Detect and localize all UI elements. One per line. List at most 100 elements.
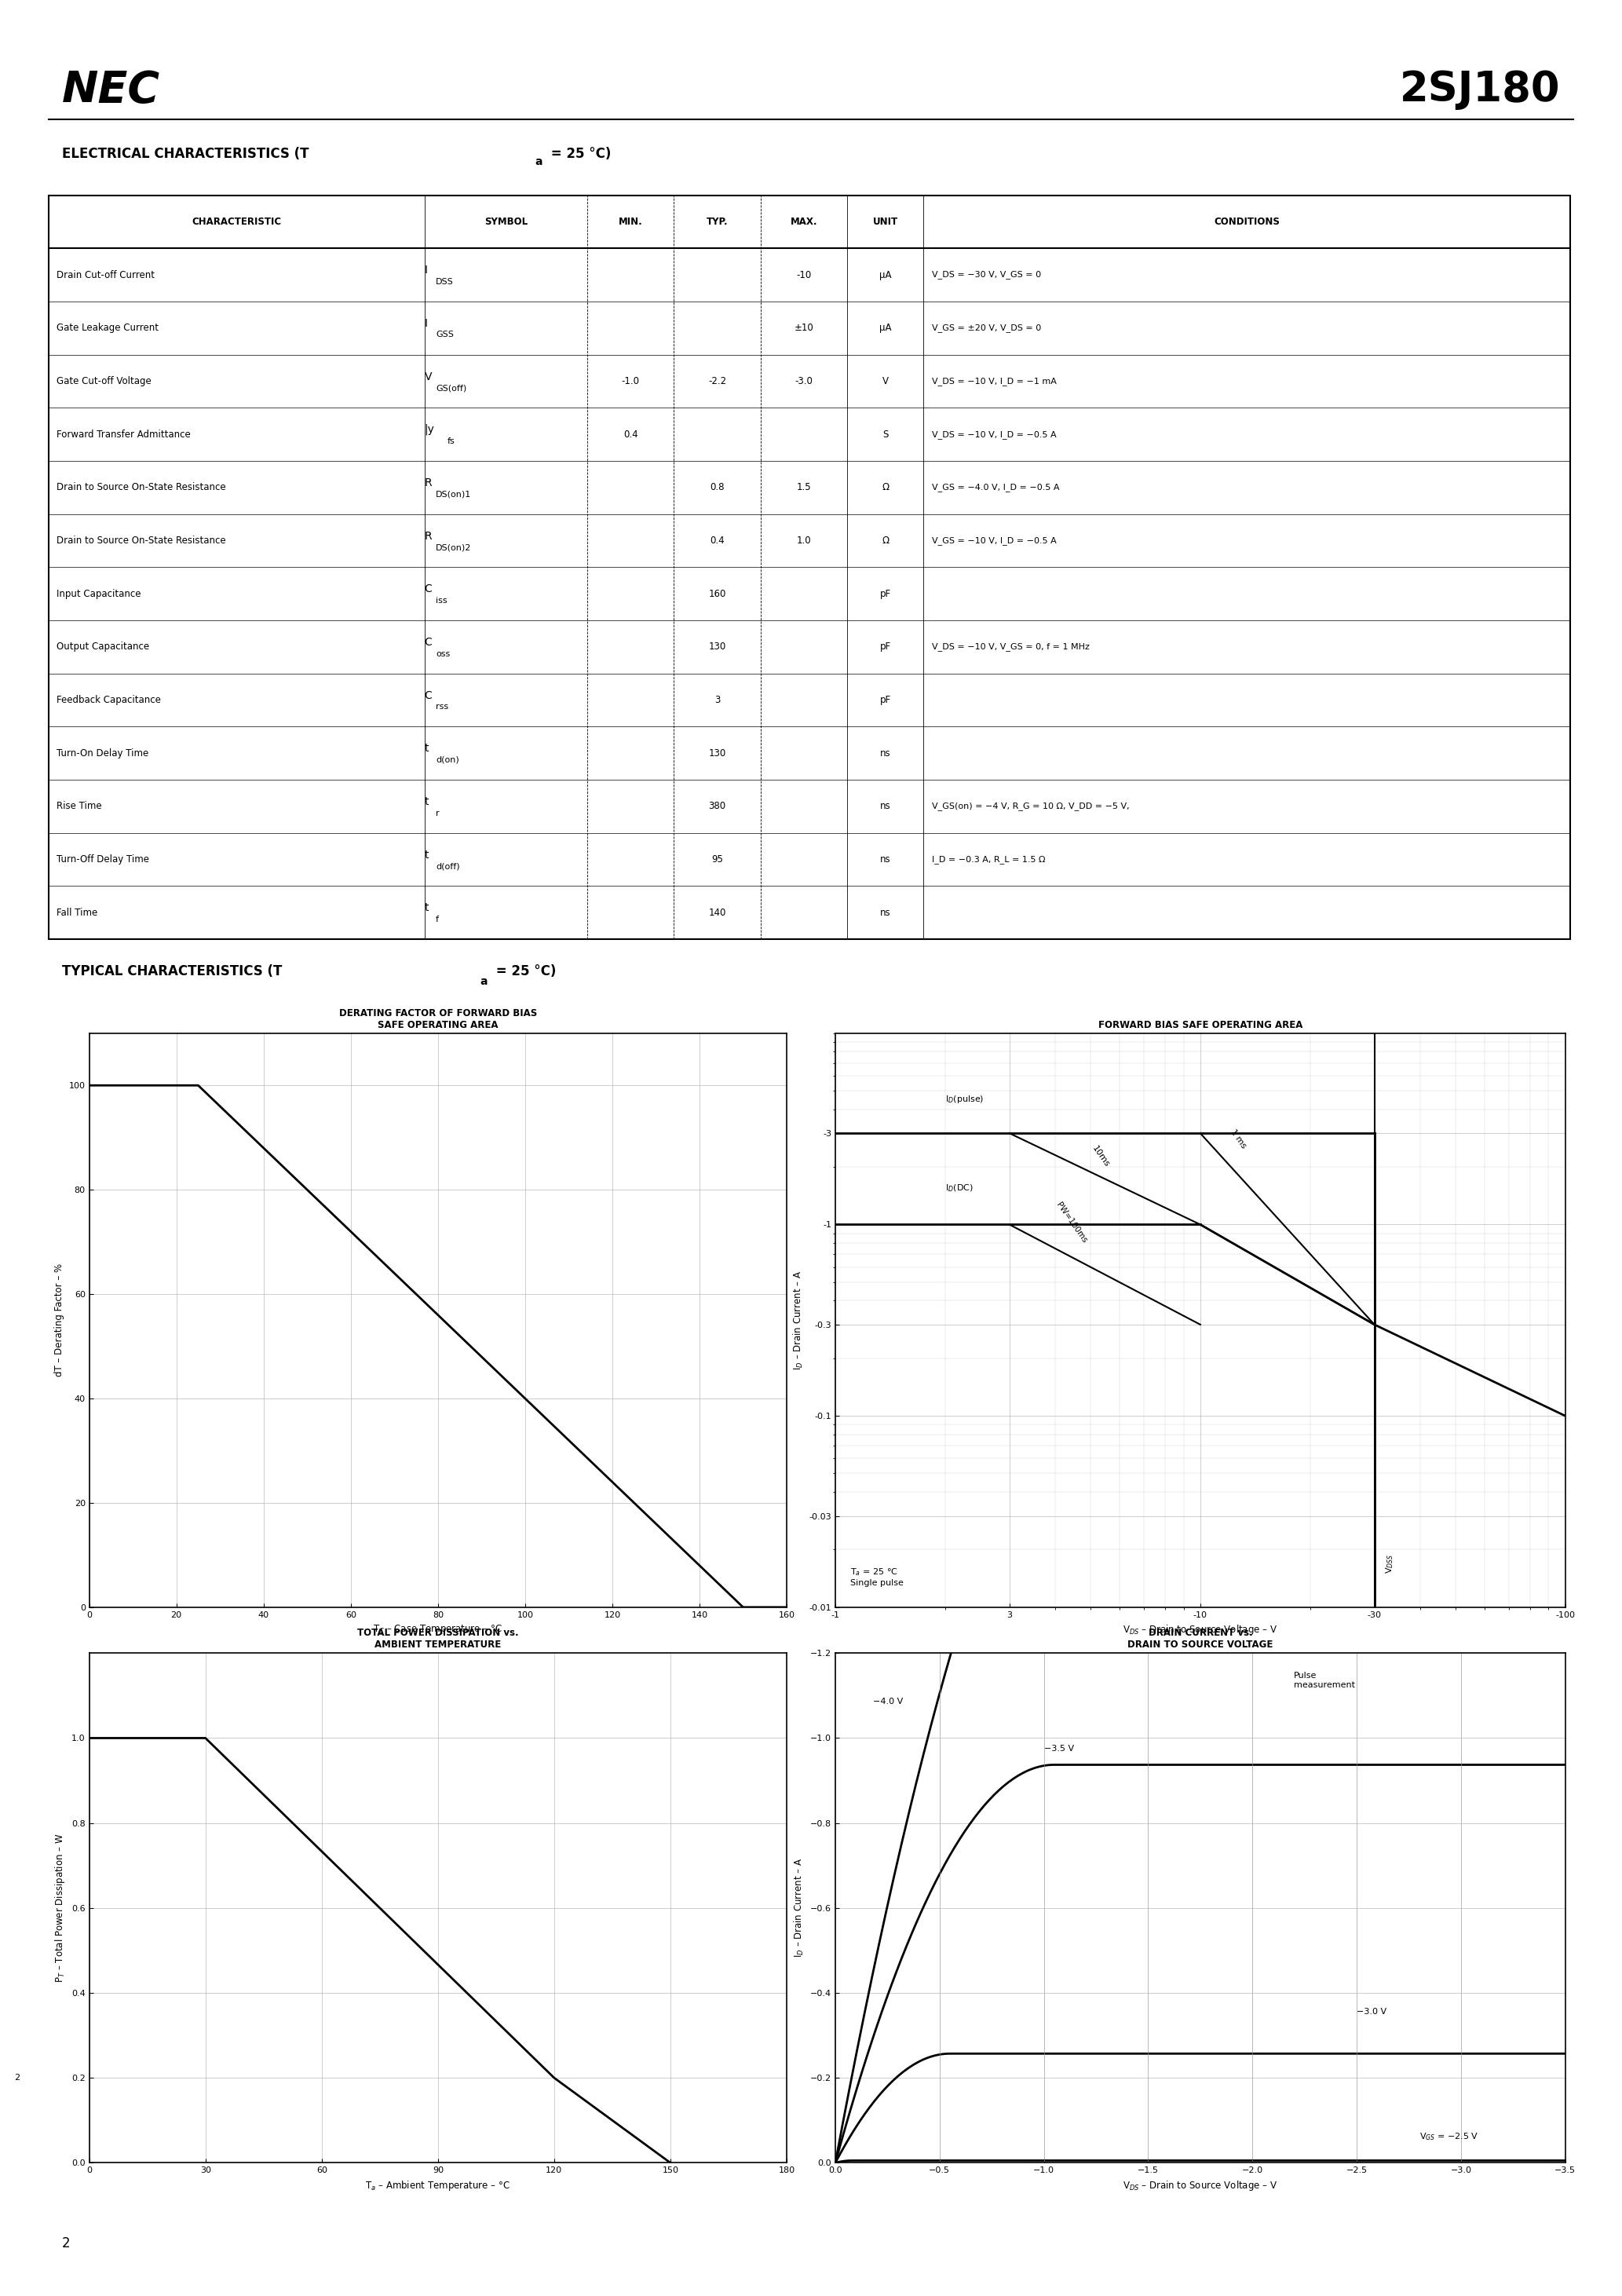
Text: V$_{GS}$ = −2.5 V: V$_{GS}$ = −2.5 V xyxy=(1419,2131,1479,2142)
Text: μA: μA xyxy=(879,269,892,280)
Title: FORWARD BIAS SAFE OPERATING AREA: FORWARD BIAS SAFE OPERATING AREA xyxy=(1098,1019,1302,1031)
Text: V_GS(on) = −4 V, R_G = 10 Ω, V_DD = −5 V,: V_GS(on) = −4 V, R_G = 10 Ω, V_DD = −5 V… xyxy=(931,801,1129,810)
Text: 140: 140 xyxy=(709,907,727,918)
Text: Gate Cut-off Voltage: Gate Cut-off Voltage xyxy=(57,377,151,386)
Text: GSS: GSS xyxy=(436,331,454,340)
Text: t: t xyxy=(425,850,428,861)
Text: Ω: Ω xyxy=(882,535,889,546)
Text: |y: |y xyxy=(425,425,435,436)
Text: 1.0: 1.0 xyxy=(796,535,811,546)
Text: Drain to Source On-State Resistance: Drain to Source On-State Resistance xyxy=(57,535,225,546)
Y-axis label: I$_D$ – Drain Current – A: I$_D$ – Drain Current – A xyxy=(793,1857,806,1958)
Text: ns: ns xyxy=(881,801,890,810)
Text: 3: 3 xyxy=(714,696,720,705)
Text: pF: pF xyxy=(879,641,890,652)
Text: Ω: Ω xyxy=(882,482,889,494)
Text: T$_a$ = 25 °C
Single pulse: T$_a$ = 25 °C Single pulse xyxy=(850,1568,903,1587)
Text: CONDITIONS: CONDITIONS xyxy=(1213,216,1280,227)
Text: SYMBOL: SYMBOL xyxy=(485,216,527,227)
X-axis label: V$_{DS}$ – Drain to Source Voltage – V: V$_{DS}$ – Drain to Source Voltage – V xyxy=(1122,1623,1278,1637)
X-axis label: T$_C$ – Case Temperature – °C: T$_C$ – Case Temperature – °C xyxy=(373,1623,503,1635)
Text: oss: oss xyxy=(436,650,451,657)
Text: t: t xyxy=(425,902,428,914)
X-axis label: T$_a$ – Ambient Temperature – °C: T$_a$ – Ambient Temperature – °C xyxy=(365,2179,511,2193)
Text: R: R xyxy=(425,478,431,489)
Text: a: a xyxy=(535,156,543,168)
Text: 1 ms: 1 ms xyxy=(1229,1127,1247,1150)
Text: ns: ns xyxy=(881,907,890,918)
Text: 2: 2 xyxy=(62,2236,70,2250)
Text: d(off): d(off) xyxy=(436,863,461,870)
Text: Fall Time: Fall Time xyxy=(57,907,97,918)
Text: ELECTRICAL CHARACTERISTICS (T: ELECTRICAL CHARACTERISTICS (T xyxy=(62,147,308,161)
Text: 380: 380 xyxy=(709,801,727,810)
Text: V_DS = −10 V, I_D = −1 mA: V_DS = −10 V, I_D = −1 mA xyxy=(931,377,1056,386)
Text: t: t xyxy=(425,797,428,808)
Text: Feedback Capacitance: Feedback Capacitance xyxy=(57,696,161,705)
Text: Pulse
measurement: Pulse measurement xyxy=(1294,1671,1356,1688)
Text: Rise Time: Rise Time xyxy=(57,801,102,810)
Text: V_GS = ±20 V, V_DS = 0: V_GS = ±20 V, V_DS = 0 xyxy=(931,324,1041,333)
Text: Gate Leakage Current: Gate Leakage Current xyxy=(57,324,159,333)
Text: DS(on)2: DS(on)2 xyxy=(436,544,472,551)
Text: iss: iss xyxy=(436,597,448,604)
Bar xyxy=(49,195,1570,939)
Text: −3.5 V: −3.5 V xyxy=(1045,1745,1074,1752)
Text: Output Capacitance: Output Capacitance xyxy=(57,641,149,652)
Text: I$_D$(pulse): I$_D$(pulse) xyxy=(946,1095,985,1104)
Text: GS(off): GS(off) xyxy=(436,383,467,393)
Text: rss: rss xyxy=(436,703,448,712)
Text: V_DS = −10 V, V_GS = 0, f = 1 MHz: V_DS = −10 V, V_GS = 0, f = 1 MHz xyxy=(931,643,1090,652)
Text: PW=100ms: PW=100ms xyxy=(1054,1201,1088,1244)
Text: pF: pF xyxy=(879,696,890,705)
Text: R: R xyxy=(425,530,431,542)
Text: 2SJ180: 2SJ180 xyxy=(1400,69,1560,110)
Text: C: C xyxy=(425,689,431,700)
Text: I: I xyxy=(425,317,428,328)
Text: Drain Cut-off Current: Drain Cut-off Current xyxy=(57,269,156,280)
Text: 1.5: 1.5 xyxy=(796,482,811,494)
Text: -10: -10 xyxy=(796,269,811,280)
Text: = 25 °C): = 25 °C) xyxy=(491,964,556,978)
Text: I_D = −0.3 A, R_L = 1.5 Ω: I_D = −0.3 A, R_L = 1.5 Ω xyxy=(931,854,1045,863)
Text: ns: ns xyxy=(881,748,890,758)
Text: V$_{DSS}$: V$_{DSS}$ xyxy=(1385,1554,1395,1573)
Text: d(on): d(on) xyxy=(436,755,459,765)
Text: f: f xyxy=(436,916,440,923)
Title: DRAIN CURRENT vs.
DRAIN TO SOURCE VOLTAGE: DRAIN CURRENT vs. DRAIN TO SOURCE VOLTAG… xyxy=(1127,1628,1273,1651)
Text: MAX.: MAX. xyxy=(790,216,817,227)
Title: TOTAL POWER DISSIPATION vs.
AMBIENT TEMPERATURE: TOTAL POWER DISSIPATION vs. AMBIENT TEMP… xyxy=(357,1628,519,1651)
Text: -3.0: -3.0 xyxy=(795,377,813,386)
Text: 130: 130 xyxy=(709,748,727,758)
Text: DS(on)1: DS(on)1 xyxy=(436,491,472,498)
Y-axis label: dT – Derating Factor – %: dT – Derating Factor – % xyxy=(55,1263,65,1378)
Text: V_GS = −4.0 V, I_D = −0.5 A: V_GS = −4.0 V, I_D = −0.5 A xyxy=(931,482,1059,491)
Text: t: t xyxy=(425,744,428,753)
Y-axis label: P$_T$ – Total Power Dissipation – W: P$_T$ – Total Power Dissipation – W xyxy=(54,1832,67,1984)
Text: fs: fs xyxy=(448,436,454,445)
Text: 0.8: 0.8 xyxy=(710,482,725,494)
Text: S: S xyxy=(882,429,889,439)
Text: 95: 95 xyxy=(712,854,723,866)
Text: C: C xyxy=(425,583,431,595)
Text: Input Capacitance: Input Capacitance xyxy=(57,588,141,599)
Text: r: r xyxy=(436,808,440,817)
Text: ±10: ±10 xyxy=(795,324,814,333)
Text: Drain to Source On-State Resistance: Drain to Source On-State Resistance xyxy=(57,482,225,494)
Text: 0.4: 0.4 xyxy=(710,535,725,546)
Text: 2: 2 xyxy=(15,2073,19,2082)
Text: a: a xyxy=(480,976,488,987)
Text: 160: 160 xyxy=(709,588,727,599)
Text: MIN.: MIN. xyxy=(618,216,642,227)
Text: NEC: NEC xyxy=(62,69,161,110)
Text: V: V xyxy=(425,372,431,381)
Text: -2.2: -2.2 xyxy=(709,377,727,386)
Text: Turn-On Delay Time: Turn-On Delay Time xyxy=(57,748,149,758)
Text: TYP.: TYP. xyxy=(707,216,728,227)
Text: 10ms: 10ms xyxy=(1090,1143,1111,1169)
X-axis label: V$_{DS}$ – Drain to Source Voltage – V: V$_{DS}$ – Drain to Source Voltage – V xyxy=(1122,2179,1278,2193)
Text: Forward Transfer Admittance: Forward Transfer Admittance xyxy=(57,429,191,439)
Text: μA: μA xyxy=(879,324,892,333)
Text: 130: 130 xyxy=(709,641,727,652)
Text: V_DS = −30 V, V_GS = 0: V_DS = −30 V, V_GS = 0 xyxy=(931,271,1041,280)
